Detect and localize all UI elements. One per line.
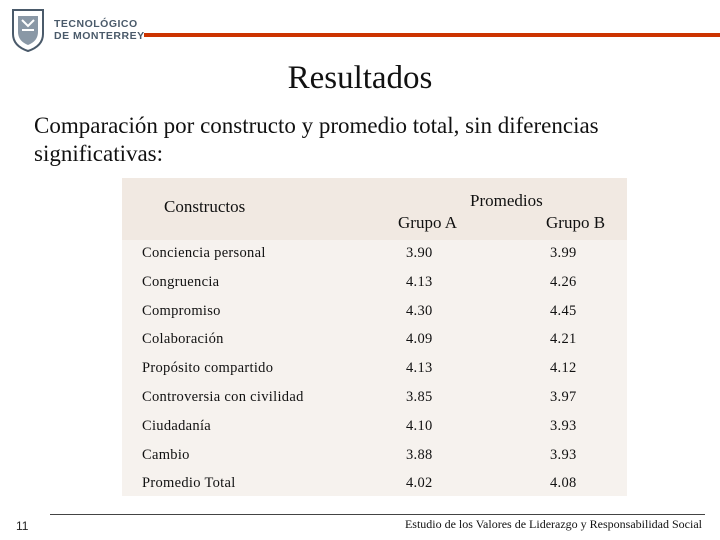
table-row: Compromiso 4.30 4.45 — [122, 297, 627, 326]
construct-name: Promedio Total — [142, 475, 236, 492]
table-row: Propósito compartido 4.13 4.12 — [122, 354, 627, 383]
table-body: Conciencia personal 3.90 3.99 Congruenci… — [122, 239, 627, 498]
grupo-b-value: 3.93 — [550, 417, 577, 434]
grupo-b-value: 3.93 — [550, 446, 577, 463]
table-header: Constructos Promedios Grupo A Grupo B — [122, 178, 627, 240]
slide-subtitle: Comparación por constructo y promedio to… — [34, 113, 599, 166]
grupo-b-value: 3.97 — [550, 388, 577, 405]
grupo-b-value: 4.45 — [550, 302, 577, 319]
table-row: Colaboración 4.09 4.21 — [122, 325, 627, 354]
footer-caption: Estudio de los Valores de Liderazgo y Re… — [404, 517, 702, 531]
header-accent-bar — [144, 33, 720, 37]
construct-name: Propósito compartido — [142, 360, 274, 377]
grupo-a-value: 4.10 — [406, 417, 433, 434]
page-number: 11 — [16, 519, 29, 533]
header-grupo-b: Grupo B — [546, 213, 606, 232]
logo-wordmark: TECNOLÓGICO DE MONTERREY — [54, 18, 145, 42]
institution-logo: TECNOLÓGICO DE MONTERREY — [8, 6, 168, 54]
header-constructs: Constructos — [164, 197, 246, 216]
shield-logo-icon — [12, 9, 44, 52]
header-promedios: Promedios — [470, 191, 543, 210]
results-table: Constructos Promedios Grupo A Grupo B Co… — [122, 178, 627, 496]
grupo-a-value: 4.13 — [406, 273, 433, 290]
construct-name: Compromiso — [142, 302, 221, 319]
logo-line1: TECNOLÓGICO — [54, 18, 138, 30]
grupo-a-value: 4.02 — [406, 475, 433, 492]
table-row-total: Promedio Total 4.02 4.08 — [122, 469, 627, 498]
grupo-a-value: 4.13 — [406, 360, 433, 377]
grupo-b-value: 4.21 — [550, 331, 577, 348]
construct-name: Cambio — [142, 446, 190, 463]
header-grupo-a: Grupo A — [398, 213, 458, 232]
grupo-b-value: 4.26 — [550, 273, 577, 290]
table-row: Ciudadanía 4.10 3.93 — [122, 412, 627, 441]
grupo-b-value: 3.99 — [550, 245, 577, 261]
grupo-a-value: 3.88 — [406, 446, 433, 463]
construct-name: Congruencia — [142, 273, 220, 290]
grupo-b-value: 4.12 — [550, 360, 577, 377]
table-row: Congruencia 4.13 4.26 — [122, 268, 627, 297]
slide-title: Resultados — [287, 60, 433, 96]
table-row: Cambio 3.88 3.93 — [122, 441, 627, 470]
logo-line2: DE MONTERREY — [54, 30, 145, 42]
construct-name: Colaboración — [142, 331, 224, 348]
grupo-a-value: 3.90 — [406, 245, 433, 261]
construct-name: Conciencia personal — [142, 245, 266, 261]
table-row: Conciencia personal 3.90 3.99 — [122, 239, 627, 268]
construct-name: Controversia con civilidad — [142, 388, 304, 405]
table-row: Controversia con civilidad 3.85 3.97 — [122, 383, 627, 412]
grupo-a-value: 4.09 — [406, 331, 433, 348]
grupo-b-value: 4.08 — [550, 475, 577, 492]
grupo-a-value: 4.30 — [406, 302, 433, 319]
grupo-a-value: 3.85 — [406, 388, 433, 405]
footer-divider — [50, 514, 705, 515]
construct-name: Ciudadanía — [142, 417, 212, 434]
